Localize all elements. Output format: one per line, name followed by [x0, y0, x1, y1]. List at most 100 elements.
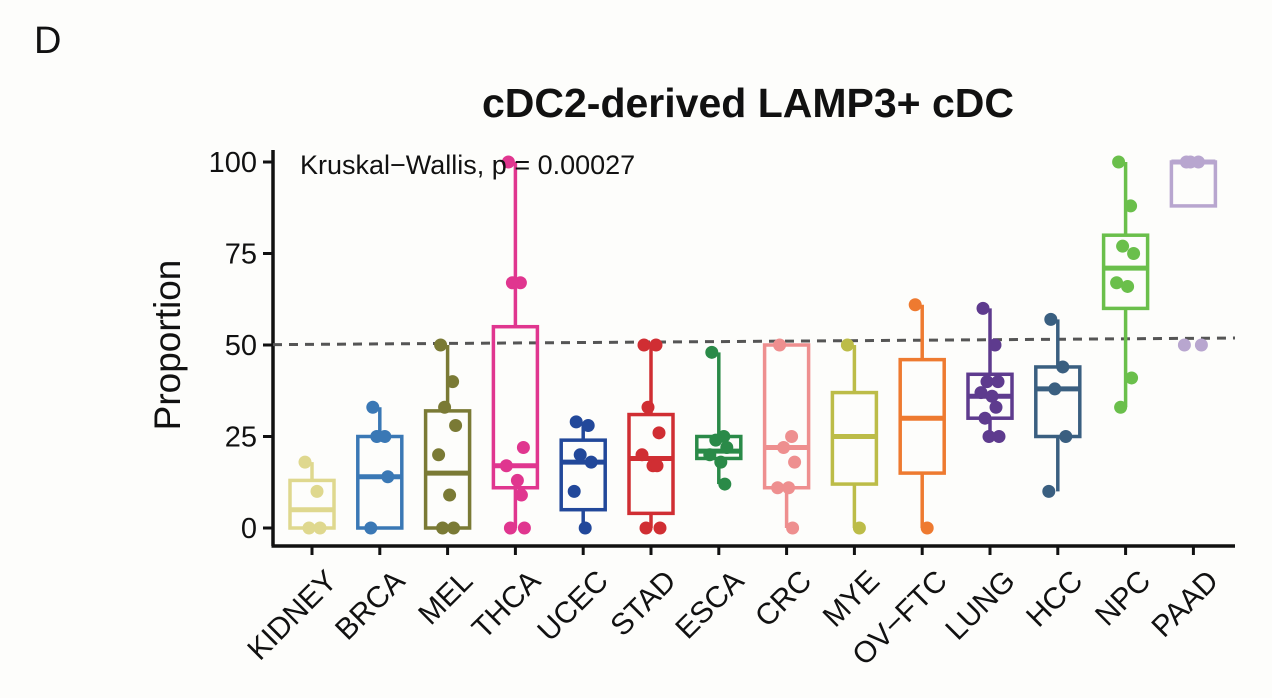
point-ucec: [581, 419, 595, 433]
point-esca: [703, 448, 717, 462]
point-crc: [771, 481, 785, 495]
point-kidney: [298, 455, 312, 469]
point-stad: [652, 426, 666, 440]
point-stad: [637, 338, 651, 352]
point-esca: [714, 455, 728, 469]
point-hcc: [1056, 360, 1070, 374]
point-mel: [438, 400, 452, 414]
point-lung: [974, 386, 988, 400]
box-crc: [762, 343, 811, 490]
x-tick-label-thca: THCA: [466, 564, 547, 645]
point-paad: [1194, 338, 1208, 352]
box-paad: [1169, 160, 1218, 208]
point-lung: [976, 301, 990, 315]
y-axis-label: Proportion: [147, 260, 188, 431]
point-esca: [709, 433, 723, 447]
point-ucec: [567, 484, 581, 498]
point-mye: [852, 521, 866, 535]
chart-title: cDC2-derived LAMP3+ cDC: [482, 80, 1014, 126]
x-tick-label-stad: STAD: [604, 564, 682, 642]
point-hcc: [1042, 484, 1056, 498]
point-npc: [1114, 400, 1128, 414]
box-brca: [356, 434, 404, 530]
point-esca: [720, 440, 734, 454]
point-npc: [1125, 371, 1139, 385]
x-tick-label-lung: LUNG: [939, 564, 1021, 646]
point-mel: [447, 521, 461, 535]
point-brca: [370, 430, 384, 443]
y-tick-label: 100: [209, 147, 257, 179]
point-stad: [641, 400, 655, 414]
point-thca: [505, 276, 519, 290]
point-kidney: [302, 521, 316, 535]
point-crc: [782, 481, 796, 495]
box-mel: [423, 409, 472, 530]
point-crc: [773, 338, 787, 352]
box-stad: [627, 412, 675, 516]
point-lung: [978, 411, 992, 425]
point-stad: [653, 521, 667, 535]
kruskal-wallis-annotation: Kruskal−Wallis, p = 0.00027: [300, 150, 635, 180]
point-npc: [1110, 276, 1124, 290]
point-lung: [982, 430, 996, 443]
x-tick-label-kidney: KIDNEY: [241, 564, 343, 666]
point-paad: [1183, 155, 1197, 169]
point-npc: [1112, 155, 1126, 169]
box-ucec: [559, 438, 607, 512]
point-paad: [1177, 338, 1191, 352]
point-mel: [436, 521, 450, 535]
point-brca: [381, 470, 395, 484]
y-tick-label: 75: [225, 239, 257, 271]
point-ucec: [573, 448, 587, 462]
point-npc: [1121, 279, 1135, 293]
point-ov-ftc: [908, 298, 922, 312]
point-stad: [635, 448, 649, 462]
x-tick-label-brca: BRCA: [329, 564, 411, 646]
point-kidney: [310, 484, 324, 498]
point-crc: [786, 521, 800, 535]
point-esca: [705, 345, 719, 359]
point-thca: [510, 473, 524, 487]
point-npc: [1127, 247, 1141, 260]
point-lung: [980, 375, 994, 389]
point-stad: [639, 521, 653, 535]
x-tick-label-paad: PAAD: [1146, 564, 1226, 644]
point-stad: [650, 459, 664, 473]
point-thca: [514, 488, 528, 502]
point-ucec: [584, 455, 598, 469]
point-hcc: [1059, 430, 1073, 443]
point-brca: [364, 521, 378, 535]
point-thca: [501, 155, 515, 169]
reference-line: [272, 336, 1236, 347]
point-kidney: [313, 521, 327, 535]
point-lung: [991, 375, 1005, 389]
point-lung: [989, 400, 1003, 414]
y-tick-label: 0: [241, 513, 257, 545]
point-hcc: [1044, 312, 1058, 326]
y-tick-label: 25: [225, 422, 257, 454]
point-ucec: [578, 521, 592, 535]
x-tick-label-ucec: UCEC: [531, 564, 614, 647]
point-npc: [1124, 199, 1138, 213]
y-tick-label: 50: [225, 330, 257, 362]
point-stad: [649, 338, 663, 352]
x-tick-label-crc: CRC: [749, 564, 818, 633]
point-crc: [785, 430, 799, 443]
point-npc: [1116, 239, 1130, 253]
point-crc: [777, 440, 791, 454]
point-thca: [499, 459, 513, 473]
point-mel: [449, 419, 463, 433]
point-brca: [366, 400, 380, 414]
point-mel: [443, 488, 457, 502]
point-lung: [985, 389, 999, 403]
x-tick-label-hcc: HCC: [1020, 564, 1089, 633]
point-crc: [788, 455, 802, 469]
point-mel: [446, 375, 460, 389]
point-esca: [718, 477, 732, 491]
point-thca: [517, 521, 531, 535]
point-ucec: [569, 415, 583, 429]
panel-label: D: [34, 20, 62, 62]
point-mel: [432, 448, 446, 462]
